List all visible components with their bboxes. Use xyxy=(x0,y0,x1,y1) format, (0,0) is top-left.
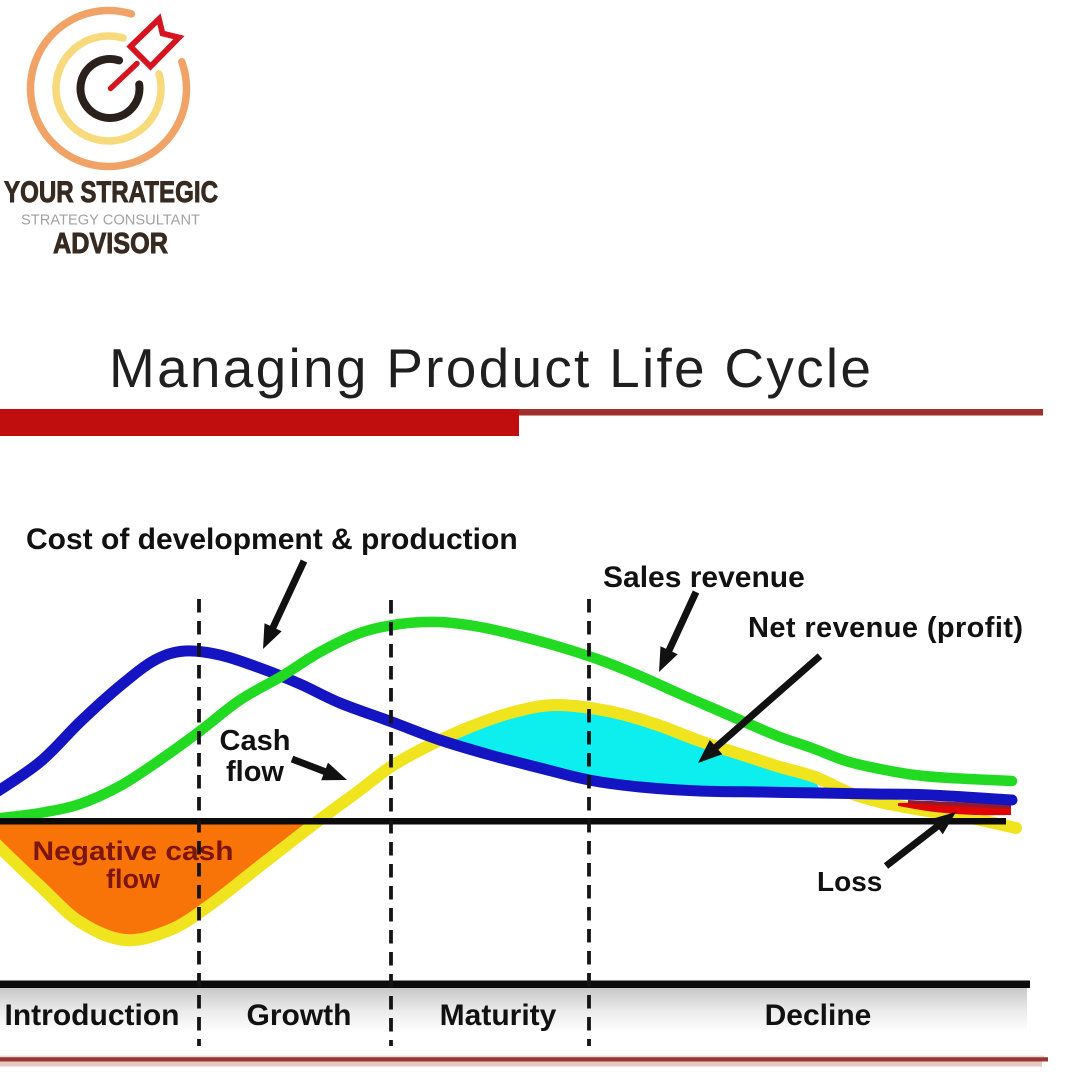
svg-text:Negative cash: Negative cash xyxy=(33,836,234,866)
svg-text:flow: flow xyxy=(106,864,161,894)
svg-text:Cash: Cash xyxy=(220,725,291,757)
svg-text:Sales revenue: Sales revenue xyxy=(603,561,805,594)
svg-text:Introduction: Introduction xyxy=(5,999,180,1032)
svg-text:STRATEGY CONSULTANT: STRATEGY CONSULTANT xyxy=(21,212,200,229)
svg-text:flow: flow xyxy=(226,756,284,788)
svg-text:ADVISOR: ADVISOR xyxy=(53,228,168,260)
svg-text:Cost of development & producti: Cost of development & production xyxy=(26,523,518,556)
svg-text:Maturity: Maturity xyxy=(440,999,557,1032)
svg-text:Managing Product Life Cycle: Managing Product Life Cycle xyxy=(109,337,871,399)
svg-text:Decline: Decline xyxy=(765,999,872,1032)
svg-text:Loss: Loss xyxy=(817,866,882,897)
svg-text:Growth: Growth xyxy=(247,999,352,1032)
svg-text:YOUR STRATEGIC: YOUR STRATEGIC xyxy=(4,176,218,209)
svg-text:Net revenue (profit): Net revenue (profit) xyxy=(748,612,1023,644)
